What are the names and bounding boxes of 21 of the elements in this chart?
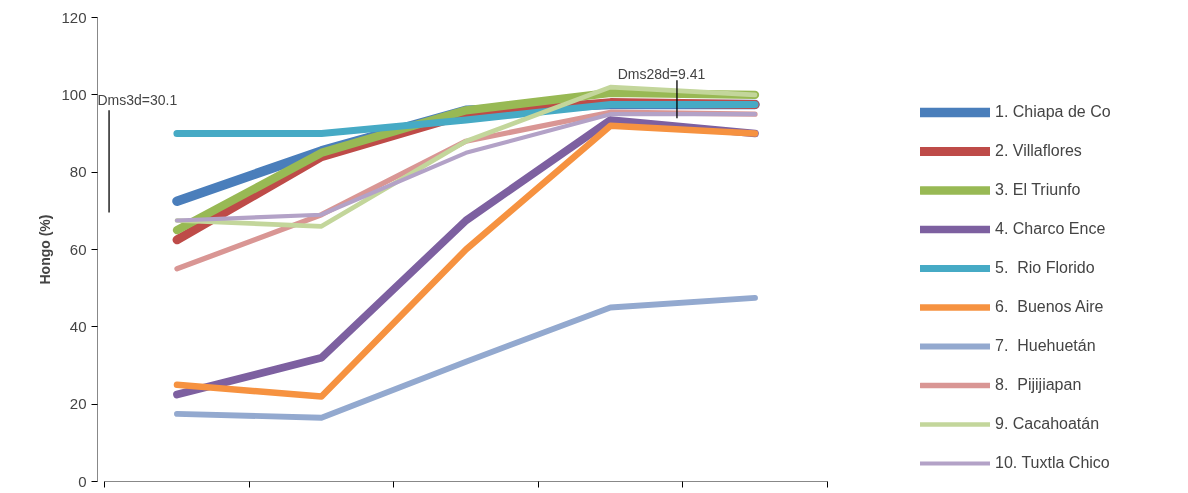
legend-label: 2. Villaflores: [995, 141, 1082, 161]
legend-label: 1. Chiapa de Co: [995, 102, 1111, 122]
legend-label: 3. El Triunfo: [995, 180, 1081, 200]
y-tick-label: 80: [69, 163, 87, 181]
legend-label: 4. Charco Ence: [995, 219, 1106, 239]
y-tick-label: 40: [69, 317, 87, 335]
y-axis-title: Hongo (%): [37, 214, 54, 285]
legend-label: 5. Rio Florido: [995, 258, 1095, 278]
y-tick-label: 0: [78, 472, 87, 490]
y-tick-label: 60: [69, 240, 87, 258]
y-tick-label: 120: [61, 8, 87, 26]
line-series: [174, 112, 758, 223]
legend-label: 10. Tuxtla Chico: [995, 453, 1110, 473]
y-tick-label: 100: [61, 85, 87, 103]
annotation: Dms28d=9.41: [617, 66, 706, 83]
legend-label: 6. Buenos Aire: [995, 297, 1104, 317]
legend-label: 7. Huehuetán: [995, 336, 1096, 356]
legend-label: 8. Pijijiapan: [995, 375, 1082, 395]
y-tick-label: 20: [69, 395, 87, 413]
legend-label: 9. Cacahoatán: [995, 414, 1100, 434]
annotation: Dms3d=30.1: [97, 91, 178, 108]
